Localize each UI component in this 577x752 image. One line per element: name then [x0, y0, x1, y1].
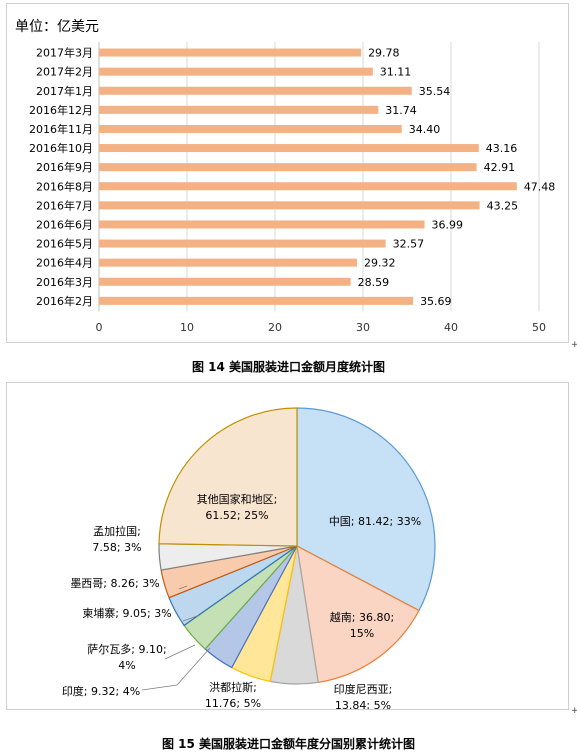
slice-label: 中国; 81.42; 33% [329, 515, 421, 528]
category-label: 2016年12月 [29, 103, 93, 117]
slice-label: 洪都拉斯; [209, 680, 257, 694]
bar [99, 48, 362, 57]
category-label: 2017年3月 [36, 46, 93, 60]
bar [99, 258, 358, 267]
x-tick-label: 20 [268, 321, 282, 334]
leader-line [164, 644, 196, 660]
slice-label: 13.84; 5% [335, 699, 391, 709]
bar [99, 144, 479, 153]
corner-mark: + [571, 340, 577, 350]
category-label: 2016年3月 [36, 275, 93, 289]
category-label: 2016年7月 [36, 198, 93, 212]
slice-label: 15% [350, 627, 374, 640]
x-tick-label: 0 [96, 321, 103, 334]
value-label: 43.25 [487, 199, 518, 212]
slice-label: 孟加拉国; [93, 524, 141, 538]
category-label: 2016年11月 [29, 122, 93, 136]
corner-mark: + [571, 706, 577, 716]
bar [99, 182, 517, 191]
value-label: 31.74 [385, 104, 417, 117]
figure-caption-15: 图 15 美国服装进口金额年度分国别累计统计图 [161, 737, 416, 751]
pie-chart: 中国; 81.42; 33% 越南; 36.80; 15% 印度尼西亚; 13.84; … [62, 407, 436, 712]
pie-slice [158, 407, 298, 547]
value-label: 29.78 [368, 47, 400, 60]
bar [99, 86, 412, 95]
value-label: 43.16 [486, 142, 517, 155]
slice-label: 墨西哥; 8.26; 3% [70, 577, 159, 590]
leader-line [178, 585, 188, 590]
pie-slice [296, 407, 436, 612]
bar-chart: 单位：亿美元 0 10 20 30 40 50 2017年3月 29.78 2017年2月 31.1… [15, 19, 556, 334]
value-label: 35.69 [420, 295, 452, 308]
category-label: 2016年2月 [36, 294, 93, 308]
category-label: 2016年10月 [29, 141, 93, 155]
category-label: 2016年4月 [36, 256, 93, 270]
value-label: 34.40 [409, 123, 441, 136]
slice-label: 印度; 9.32; 4% [62, 684, 140, 698]
value-label: 32.57 [393, 238, 425, 251]
figure-caption-14: 图 14 美国服装进口金额月度统计图 [191, 360, 386, 374]
leader-line [141, 647, 211, 691]
x-tick-label: 30 [356, 321, 370, 334]
unit-label: 单位：亿美元 [15, 19, 99, 35]
bar [99, 220, 425, 229]
bar [99, 124, 402, 133]
value-label: 28.59 [358, 276, 390, 289]
bar [99, 163, 477, 172]
category-label: 2016年6月 [36, 217, 93, 231]
slice-label: 柬埔寨; 9.05; 3% [82, 606, 171, 620]
pie-slice [296, 544, 420, 684]
slice-label: 印度尼西亚; [334, 682, 393, 696]
bar-chart-panel: 单位：亿美元 0 10 20 30 40 50 2017年3月 29.78 2017年2月 31.1… [6, 3, 569, 343]
category-label: 2016年9月 [36, 160, 93, 174]
pie-chart-panel: 中国; 81.42; 33% 越南; 36.80; 15% 印度尼西亚; 13.84; … [6, 382, 569, 712]
category-label: 2017年2月 [36, 65, 93, 79]
value-label: 29.32 [364, 257, 396, 270]
slice-label: 61.52; 25% [205, 509, 268, 522]
category-label: 2016年5月 [36, 237, 93, 251]
value-label: 42.91 [484, 161, 516, 174]
category-label: 2016年8月 [36, 179, 93, 193]
value-label: 31.11 [380, 66, 412, 79]
bar [99, 296, 414, 305]
slice-label: 其他国家和地区; [197, 492, 278, 506]
slice-label: 越南; 36.80; [330, 610, 394, 624]
value-label: 47.48 [524, 180, 556, 193]
bar [99, 201, 480, 210]
x-tick-label: 50 [532, 321, 546, 334]
x-tick-label: 10 [180, 321, 194, 334]
bar [99, 67, 373, 76]
category-label: 2017年1月 [36, 84, 93, 98]
slice-label: 4% [118, 659, 135, 672]
slice-label: 11.76; 5% [205, 697, 261, 709]
value-label: 35.54 [419, 85, 451, 98]
bar [99, 239, 386, 248]
value-label: 36.99 [432, 218, 464, 231]
x-tick-label: 40 [444, 321, 458, 334]
slice-label: 萨尔瓦多; 9.10; [87, 642, 166, 656]
bar [99, 277, 351, 286]
bar [99, 105, 379, 114]
leader-line [182, 614, 201, 622]
slice-label: 7.58; 3% [92, 541, 141, 554]
